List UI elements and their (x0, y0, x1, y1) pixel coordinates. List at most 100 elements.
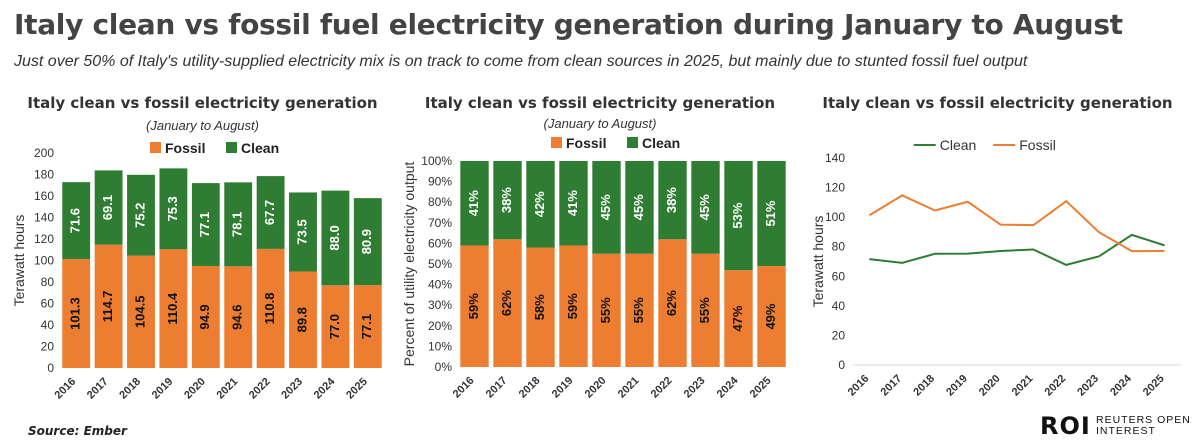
data-label-fossil: 55% (598, 297, 613, 323)
logo-text: REUTERS OPEN INTEREST (1096, 415, 1200, 437)
data-label-fossil: 114.7 (100, 290, 115, 322)
data-label-fossil: 55% (631, 297, 646, 323)
logo-text-line-1: REUTERS OPEN (1096, 414, 1191, 426)
stacked-bar-chart-twh: 0 20 40 60 80 100 120 140 160 180 200 Terawatt hour… (11, 140, 382, 402)
y-tick-label: 100 (825, 210, 845, 224)
data-label-clean: 75.2 (132, 203, 147, 228)
y-tick-label: 0 (47, 361, 54, 375)
y-tick-label: 40% (428, 278, 452, 292)
data-label-fossil: 110.4 (165, 292, 180, 325)
logo-text-line-2: INTEREST (1096, 425, 1156, 437)
legend-label-clean: Clean (241, 140, 279, 156)
y-tick-label: 40 (832, 299, 846, 313)
bar-clean (224, 182, 253, 267)
chart-title: Italy clean vs fossil electricity genera… (822, 94, 1173, 112)
data-label-fossil: 59% (565, 293, 580, 319)
bar-fossil (289, 271, 317, 368)
data-label-fossil: 47% (730, 305, 745, 331)
data-label-clean: 80.9 (359, 229, 374, 254)
y-tick-label: 0 (838, 358, 845, 372)
x-tick-label: 2024 (1108, 372, 1134, 398)
bar-clean (691, 161, 720, 254)
bar-clean (127, 174, 155, 256)
y-tick-label: 80 (832, 240, 846, 254)
x-tick-label: 2018 (517, 375, 543, 401)
data-label-clean: 69.1 (100, 195, 115, 220)
bar-clean (724, 161, 753, 271)
y-tick-label: 120 (34, 232, 54, 246)
data-label-clean: 38% (499, 187, 514, 213)
legend-label-fossil: Fossil (165, 140, 205, 156)
y-tick-label: 80 (41, 275, 55, 289)
x-tick-label: 2023 (1075, 373, 1101, 399)
data-label-clean: 77.1 (197, 212, 212, 237)
y-axis-title: Percent of utility electricity output (401, 162, 417, 367)
chart-title: Italy clean vs fossil electricity genera… (27, 94, 378, 112)
data-label-fossil: 59% (466, 293, 481, 319)
y-axis-title: Terawatt hours (810, 216, 826, 308)
y-tick-label: 10% (428, 339, 452, 353)
y-tick-label: 100 (34, 254, 54, 268)
x-tick-label: 2019 (944, 373, 970, 399)
y-tick-label: 60% (428, 236, 452, 250)
y-tick-label: 140 (34, 211, 54, 225)
bar-fossil (559, 245, 588, 367)
chart-panel-line: Italy clean vs fossil electricity genera… (805, 88, 1190, 418)
bar-clean (493, 161, 522, 240)
x-tick-label: 2018 (911, 373, 937, 399)
data-label-fossil: 101.3 (68, 297, 83, 330)
data-label-clean: 88.0 (327, 225, 342, 250)
x-tick-label: 2021 (616, 375, 642, 401)
x-tick-label: 2017 (484, 375, 510, 401)
x-tick-label: 2017 (85, 376, 111, 402)
data-label-fossil: 77.1 (359, 314, 374, 339)
y-tick-label: 120 (825, 181, 845, 195)
bar-fossil (127, 255, 155, 368)
data-label-clean: 53% (730, 202, 745, 228)
x-tick-label: 2024 (312, 375, 338, 401)
data-label-clean: 38% (664, 187, 679, 213)
legend-label-fossil: Fossil (1019, 137, 1056, 153)
x-tick-label: 2023 (279, 376, 305, 402)
y-tick-label: 80% (428, 195, 452, 209)
chart-panel-percent: Italy clean vs fossil electricity genera… (400, 88, 800, 418)
legend-swatch-clean (226, 142, 237, 153)
x-tick-label: 2019 (550, 375, 576, 401)
x-tick-label: 2024 (715, 374, 741, 400)
bar-fossil (757, 266, 786, 367)
chart-title: Italy clean vs fossil electricity genera… (424, 94, 776, 112)
bar-fossil (256, 248, 285, 368)
x-tick-label: 2016 (451, 375, 477, 401)
bar-clean (191, 183, 220, 266)
data-label-clean: 67.7 (262, 200, 277, 225)
data-label-clean: 51% (763, 200, 778, 226)
bar-fossil (526, 247, 555, 367)
x-tick-label: 2025 (1141, 373, 1167, 399)
data-label-clean: 78.1 (230, 212, 245, 237)
y-tick-label: 200 (34, 146, 54, 160)
y-tick-label: 20 (832, 328, 846, 342)
x-tick-label: 2016 (846, 373, 872, 399)
bar-fossil (94, 244, 123, 368)
data-label-clean: 41% (466, 190, 481, 216)
bar-fossil (321, 285, 350, 368)
data-label-fossil: 58% (532, 294, 547, 320)
legend-swatch-fossil (551, 137, 562, 148)
y-tick-label: 20 (41, 340, 55, 354)
data-label-clean: 73.5 (294, 219, 309, 244)
data-label-fossil: 94.9 (197, 304, 212, 329)
legend-label-fossil: Fossil (566, 135, 606, 151)
bar-clean (559, 161, 588, 246)
data-label-clean: 45% (598, 194, 613, 220)
bar-fossil (191, 265, 220, 368)
x-tick-label: 2020 (182, 376, 208, 402)
x-tick-label: 2021 (1010, 373, 1036, 399)
bar-clean (526, 161, 555, 248)
bar-clean (321, 190, 350, 286)
source-note: Source: Ember (28, 424, 127, 438)
bar-clean (460, 161, 489, 246)
bar-clean (289, 192, 317, 272)
bar-clean (159, 168, 188, 250)
data-label-clean: 45% (697, 194, 712, 220)
bar-fossil (460, 245, 489, 367)
